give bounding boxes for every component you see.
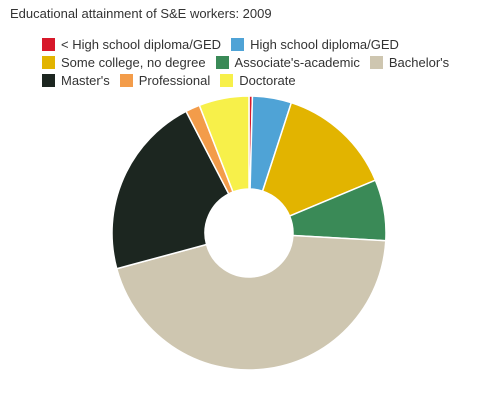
legend-label: High school diploma/GED xyxy=(250,36,399,52)
legend-label: Some college, no degree xyxy=(61,54,206,70)
pie-slice[interactable] xyxy=(111,110,230,270)
legend-item[interactable]: Some college, no degree xyxy=(42,54,206,70)
legend-swatch xyxy=(42,73,55,87)
legend-swatch xyxy=(369,55,383,69)
legend-label: < High school diploma/GED xyxy=(61,36,222,52)
legend-swatch xyxy=(42,55,55,69)
legend-item[interactable]: Professional xyxy=(119,72,211,88)
pie-slice[interactable] xyxy=(261,101,377,218)
legend-swatch xyxy=(119,73,133,87)
legend-swatch xyxy=(215,55,229,69)
legend-label: Bachelor's xyxy=(388,54,450,70)
pie-slice[interactable] xyxy=(115,234,387,371)
legend-item[interactable]: Bachelor's xyxy=(369,54,450,70)
legend-swatch xyxy=(231,37,245,51)
legend-item[interactable]: Master's xyxy=(42,72,110,88)
legend-item[interactable]: High school diploma/GED xyxy=(231,36,399,52)
legend: < High school diploma/GED High school dip… xyxy=(42,36,482,88)
pie-slice[interactable] xyxy=(198,95,250,193)
legend-item[interactable]: Doctorate xyxy=(220,72,296,88)
legend-label: Doctorate xyxy=(239,72,296,88)
legend-label: Master's xyxy=(61,72,110,88)
chart-title: Educational attainment of S&E workers: 2… xyxy=(10,6,272,21)
legend-label: Associate's-academic xyxy=(234,54,360,70)
legend-swatch xyxy=(42,37,55,51)
legend-item[interactable]: < High school diploma/GED xyxy=(42,36,221,52)
legend-label: Professional xyxy=(138,72,211,88)
legend-swatch xyxy=(220,73,234,87)
legend-item[interactable]: Associate's-academic xyxy=(215,54,360,70)
